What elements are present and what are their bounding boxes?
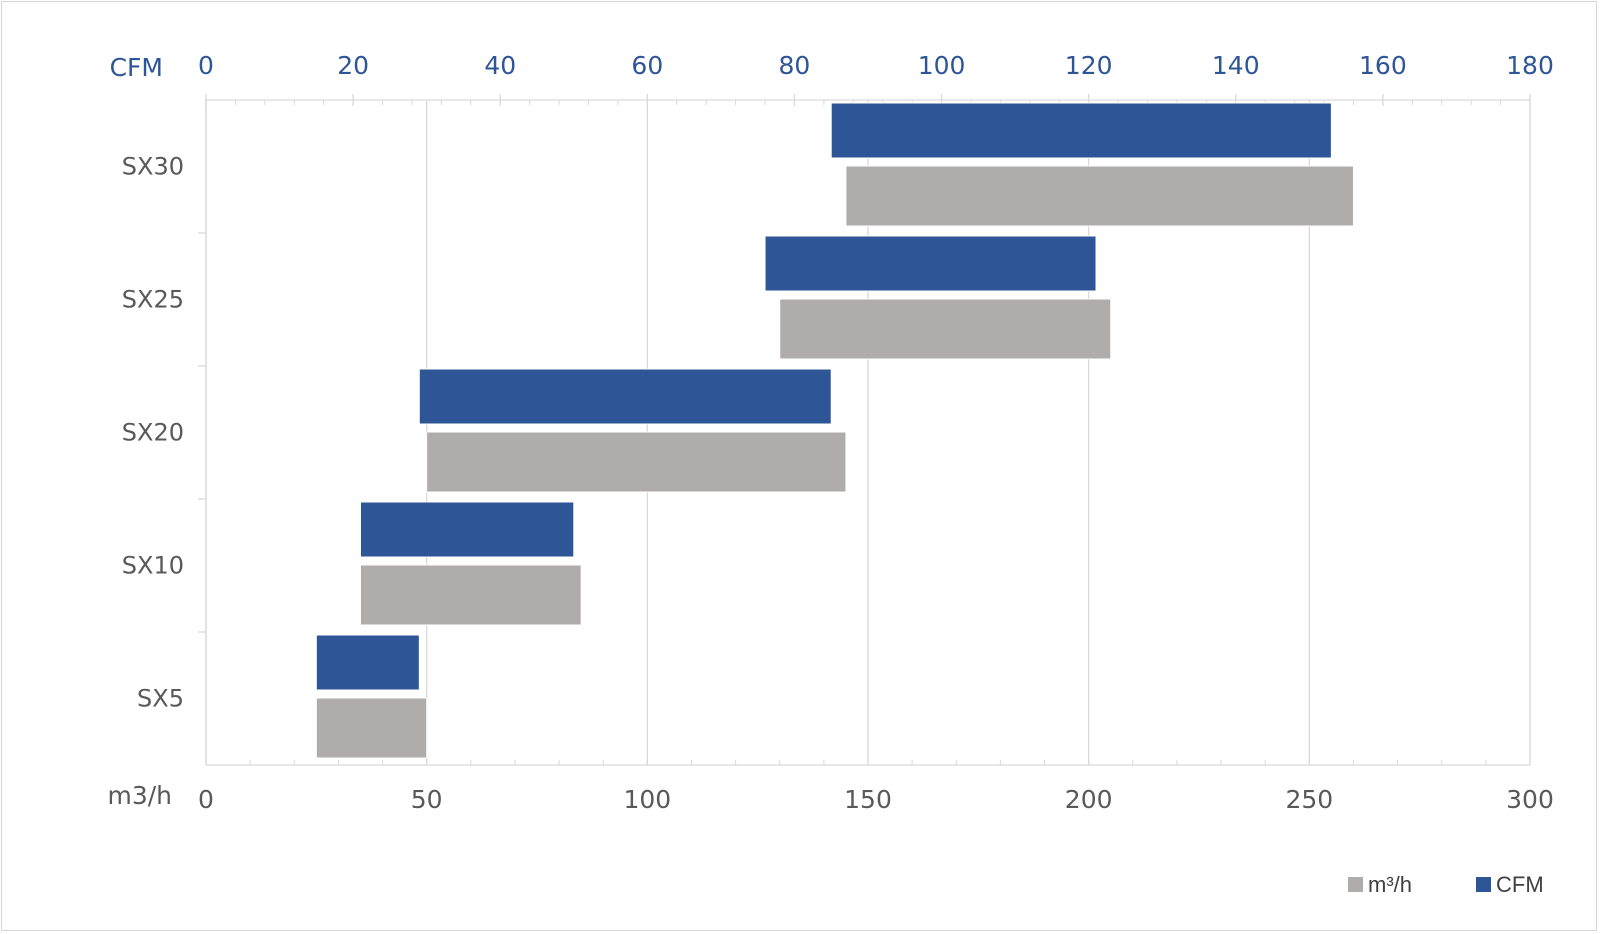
top-axis-tick-label-1: 20 xyxy=(337,51,369,80)
bottom-axis-tick-label-1: 50 xyxy=(411,785,443,814)
bottom-axis-tick-label-3: 150 xyxy=(844,785,892,814)
legend-label-0: m³/h xyxy=(1368,872,1412,897)
top-axis-tick-label-3: 60 xyxy=(631,51,663,80)
top-axis-tick-label-6: 120 xyxy=(1065,51,1113,80)
legend-swatch-1 xyxy=(1476,877,1491,892)
legend-label-1: CFM xyxy=(1496,872,1544,897)
bar-m3h-sx20 xyxy=(426,431,847,493)
top-axis-title: CFM xyxy=(110,53,163,82)
bar-cfm-sx30 xyxy=(830,102,1332,159)
bar-m3h-sx10 xyxy=(359,564,582,626)
category-label-sx5: SX5 xyxy=(137,685,184,713)
bottom-axis-tick-label-6: 300 xyxy=(1506,785,1554,814)
legend-swatch-0 xyxy=(1348,877,1363,892)
top-axis-tick-label-4: 80 xyxy=(779,51,811,80)
bar-m3h-sx30 xyxy=(845,165,1354,227)
bar-cfm-sx25 xyxy=(764,235,1097,292)
top-axis-tick-label-2: 40 xyxy=(484,51,516,80)
category-label-sx20: SX20 xyxy=(122,419,184,447)
bar-m3h-sx5 xyxy=(315,697,428,759)
category-label-sx10: SX10 xyxy=(122,552,184,580)
bottom-axis-tick-label-5: 250 xyxy=(1285,785,1333,814)
bottom-axis-tick-label-4: 200 xyxy=(1065,785,1113,814)
bar-cfm-sx20 xyxy=(418,368,832,425)
top-axis-tick-label-0: 0 xyxy=(198,51,214,80)
bottom-axis-tick-label-2: 100 xyxy=(623,785,671,814)
bar-m3h-sx25 xyxy=(779,298,1112,360)
bottom-axis-title: m3/h xyxy=(107,781,172,810)
bar-cfm-sx10 xyxy=(359,501,575,558)
bottom-axis-tick-label-0: 0 xyxy=(198,785,214,814)
top-axis-tick-label-8: 160 xyxy=(1359,51,1407,80)
top-axis-tick-label-5: 100 xyxy=(918,51,966,80)
top-axis-tick-label-9: 180 xyxy=(1506,51,1554,80)
bar-cfm-sx5 xyxy=(315,634,420,691)
category-label-sx30: SX30 xyxy=(122,153,184,181)
category-label-sx25: SX25 xyxy=(122,286,184,314)
top-axis-tick-label-7: 140 xyxy=(1212,51,1260,80)
